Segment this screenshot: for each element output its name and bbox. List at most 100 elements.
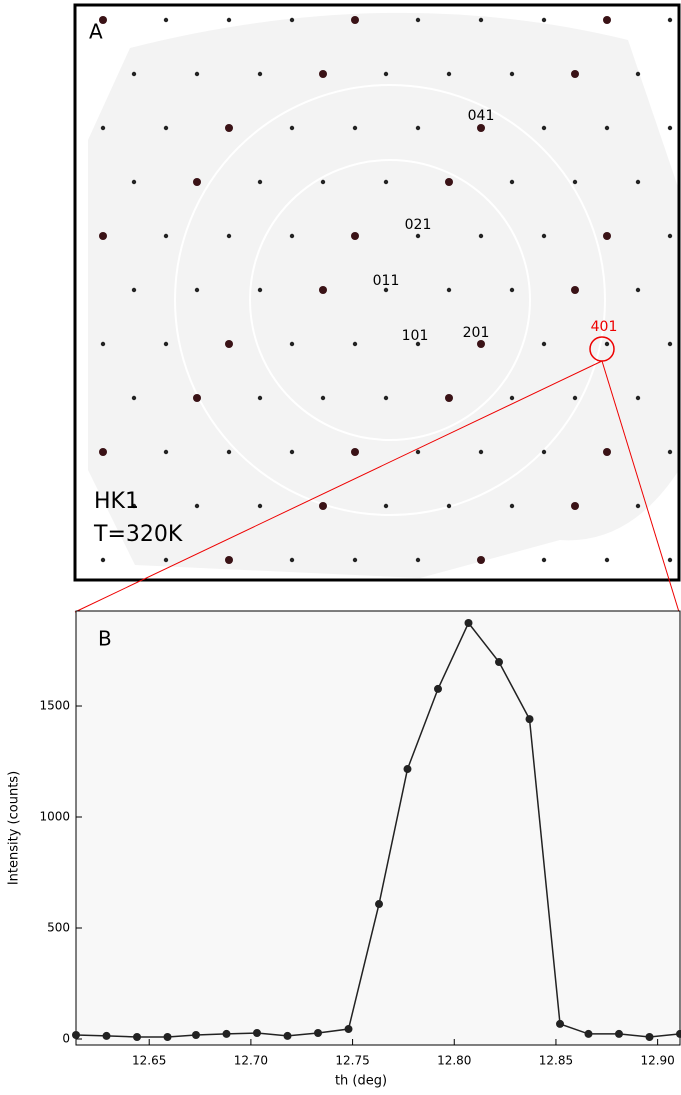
spot (542, 450, 546, 454)
spot (164, 342, 168, 346)
spot (542, 558, 546, 562)
spot (193, 394, 201, 402)
reflection-label: 021 (405, 217, 432, 233)
spot (668, 342, 672, 346)
spot (477, 340, 485, 348)
spot (351, 16, 359, 24)
panel-label: B (98, 627, 112, 651)
spot (416, 450, 420, 454)
data-point (615, 1030, 623, 1038)
spot (195, 504, 199, 508)
x-tick-label: 12.70 (234, 1054, 268, 1068)
spot (258, 72, 262, 76)
data-point (434, 685, 442, 693)
spot (225, 124, 233, 132)
data-point (103, 1032, 111, 1040)
spot (479, 234, 483, 238)
panel-b: B th (deg) Intensity (counts) 0500100015… (7, 611, 681, 1089)
spot (353, 558, 357, 562)
reflection-label: 201 (463, 325, 490, 341)
spot (605, 342, 609, 346)
spot (101, 558, 105, 562)
reflection-label: 011 (373, 273, 400, 289)
spot (227, 18, 231, 22)
spot (477, 124, 485, 132)
spot (195, 72, 199, 76)
spot (290, 450, 294, 454)
spot (603, 448, 611, 456)
spot (353, 126, 357, 130)
spot (319, 502, 327, 510)
spot (445, 178, 453, 186)
spot (605, 126, 609, 130)
spot (542, 234, 546, 238)
spot (571, 70, 579, 78)
spot (416, 18, 420, 22)
data-point (345, 1025, 353, 1033)
spot (542, 18, 546, 22)
spot (384, 396, 388, 400)
data-point (192, 1031, 200, 1039)
data-point (464, 619, 472, 627)
spot (447, 288, 451, 292)
spot (668, 234, 672, 238)
spot (384, 72, 388, 76)
data-point (222, 1030, 230, 1038)
spot (668, 558, 672, 562)
x-tick-label: 12.85 (539, 1054, 573, 1068)
spot (164, 558, 168, 562)
spot (258, 396, 262, 400)
spot (605, 558, 609, 562)
x-axis-label: th (deg) (335, 1074, 387, 1089)
spot (132, 288, 136, 292)
spot (416, 558, 420, 562)
x-tick-label: 12.65 (132, 1054, 166, 1068)
data-point (314, 1029, 322, 1037)
spot (636, 504, 640, 508)
detector-region (88, 13, 679, 578)
data-point (284, 1032, 292, 1040)
reflection-label: 041 (468, 108, 495, 124)
spot (445, 394, 453, 402)
spot (573, 396, 577, 400)
reflection-label: 101 (402, 328, 429, 344)
spot (225, 340, 233, 348)
spot (290, 126, 294, 130)
spot (447, 504, 451, 508)
spot (447, 72, 451, 76)
x-tick-label: 12.80 (437, 1054, 471, 1068)
spot (603, 232, 611, 240)
data-point (164, 1033, 172, 1041)
y-tick-label: 1500 (39, 699, 70, 713)
spot (164, 18, 168, 22)
spot (510, 72, 514, 76)
spot (510, 288, 514, 292)
spot (227, 450, 231, 454)
spot (636, 288, 640, 292)
spot (510, 396, 514, 400)
data-point (72, 1031, 80, 1039)
spot (164, 126, 168, 130)
data-point (133, 1033, 141, 1041)
spot (571, 502, 579, 510)
spot (132, 72, 136, 76)
spot (164, 450, 168, 454)
spot (290, 558, 294, 562)
spot (351, 232, 359, 240)
x-tick-label: 12.90 (640, 1054, 674, 1068)
spot (99, 232, 107, 240)
spot (636, 396, 640, 400)
spot (195, 288, 199, 292)
spot (193, 178, 201, 186)
y-tick-label: 1000 (39, 810, 70, 824)
data-point (253, 1029, 261, 1037)
spot (101, 126, 105, 130)
spot (319, 286, 327, 294)
data-point (375, 900, 383, 908)
x-tick-label: 12.75 (335, 1054, 369, 1068)
spot (321, 396, 325, 400)
spot (258, 504, 262, 508)
spot (510, 504, 514, 508)
spot (290, 18, 294, 22)
spot (164, 234, 168, 238)
